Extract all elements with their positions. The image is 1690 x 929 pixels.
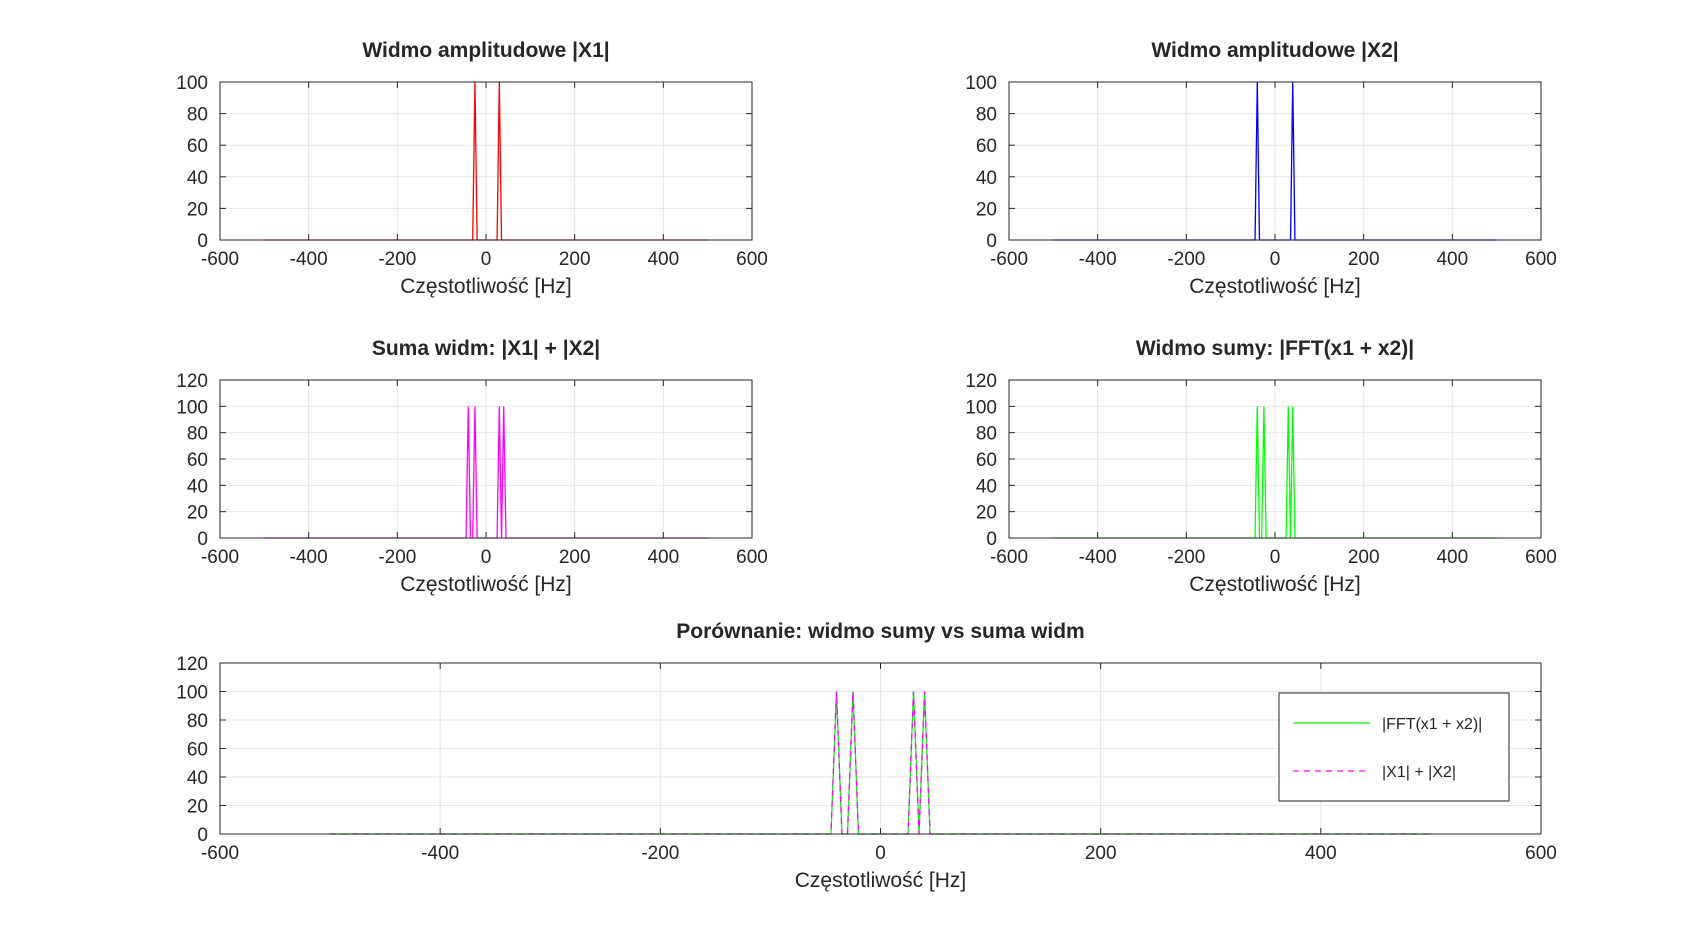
x-tick-label: -600 — [201, 249, 239, 270]
y-tick-label: 40 — [976, 168, 997, 189]
legend-label: |FFT(x1 + x2)| — [1382, 716, 1482, 733]
y-tick-label: 60 — [187, 136, 208, 157]
chart-panel-2: -600 -400 -200 0 200 400 600 0 20 40 60 80 100 Widmo … — [965, 39, 1557, 298]
x-axis-label: Częstotliwość [Hz] — [400, 573, 572, 596]
x-tick-label: 400 — [1436, 249, 1468, 270]
x-tick-label: 0 — [481, 547, 492, 568]
y-tick-label: 20 — [187, 797, 208, 818]
x-tick-label: -200 — [1167, 547, 1205, 568]
x-tick-label: 400 — [647, 249, 679, 270]
y-tick-label: 40 — [187, 768, 208, 789]
x-tick-label: 200 — [1348, 547, 1380, 568]
y-tick-label: 20 — [187, 199, 208, 220]
y-tick-label: 60 — [187, 450, 208, 471]
y-tick-label: 60 — [976, 136, 997, 157]
y-tick-label: 40 — [187, 168, 208, 189]
y-tick-label: 100 — [965, 73, 997, 94]
y-tick-label: 80 — [187, 711, 208, 732]
y-tick-label: 20 — [976, 503, 997, 524]
x-tick-label: 400 — [647, 547, 679, 568]
x-axis-label: Częstotliwość [Hz] — [400, 275, 572, 298]
x-tick-label: -200 — [641, 843, 679, 864]
chart-title: Widmo amplitudowe |X1| — [362, 39, 609, 62]
x-tick-label: -200 — [1167, 249, 1205, 270]
y-tick-label: 20 — [187, 503, 208, 524]
x-tick-label: 600 — [1525, 547, 1557, 568]
y-tick-label: 0 — [197, 529, 208, 550]
x-tick-label: -600 — [201, 547, 239, 568]
x-axis-label: Częstotliwość [Hz] — [1189, 573, 1361, 596]
legend-box — [1278, 692, 1510, 802]
x-tick-label: -400 — [1079, 249, 1117, 270]
y-tick-label: 100 — [176, 683, 208, 704]
chart-panel-1: -600 -400 -200 0 200 400 600 0 20 40 60 80 100 Widmo … — [176, 39, 768, 298]
chart-title: Widmo sumy: |FFT(x1 + x2)| — [1136, 337, 1414, 360]
chart-panel-4: -600 -400 -200 0 200 400 600 0 20 40 60 80 100 120 Wid… — [965, 337, 1557, 596]
chart-panel-5: -600 -400 -200 0 200 400 600 0 20 40 60 80 100 120 Por… — [176, 620, 1557, 892]
y-tick-label: 100 — [176, 73, 208, 94]
x-tick-label: 0 — [875, 843, 886, 864]
y-tick-label: 40 — [187, 476, 208, 497]
x-tick-label: -400 — [290, 547, 328, 568]
x-tick-label: 400 — [1436, 547, 1468, 568]
x-tick-label: 600 — [1525, 843, 1557, 864]
x-tick-label: -400 — [290, 249, 328, 270]
y-tick-label: 80 — [976, 424, 997, 445]
chart-title: Widmo amplitudowe |X2| — [1151, 39, 1398, 62]
x-tick-label: -600 — [201, 843, 239, 864]
y-tick-label: 120 — [176, 654, 208, 675]
x-tick-label: 200 — [1348, 249, 1380, 270]
chart-title: Suma widm: |X1| + |X2| — [372, 337, 600, 360]
x-tick-label: -400 — [1079, 547, 1117, 568]
y-tick-label: 80 — [187, 105, 208, 126]
y-tick-label: 0 — [197, 231, 208, 252]
y-tick-label: 0 — [986, 231, 997, 252]
chart-title: Porównanie: widmo sumy vs suma widm — [676, 620, 1084, 643]
x-tick-label: 600 — [736, 249, 768, 270]
y-tick-label: 0 — [197, 825, 208, 846]
x-tick-label: 200 — [1085, 843, 1117, 864]
y-tick-label: 60 — [187, 740, 208, 761]
x-tick-label: 400 — [1305, 843, 1337, 864]
x-tick-label: 0 — [481, 249, 492, 270]
y-tick-label: 80 — [187, 424, 208, 445]
x-tick-label: 600 — [736, 547, 768, 568]
y-tick-label: 100 — [965, 397, 997, 418]
x-tick-label: 200 — [559, 547, 591, 568]
y-tick-label: 120 — [965, 371, 997, 392]
chart-panel-3: -600 -400 -200 0 200 400 600 0 20 40 60 80 100 120 Sum… — [176, 337, 768, 596]
x-axis-label: Częstotliwość [Hz] — [795, 869, 967, 892]
x-tick-label: 200 — [559, 249, 591, 270]
x-tick-label: -400 — [421, 843, 459, 864]
x-tick-label: -200 — [378, 249, 416, 270]
x-tick-label: 600 — [1525, 249, 1557, 270]
y-tick-label: 100 — [176, 397, 208, 418]
legend-label: |X1| + |X2| — [1382, 764, 1456, 781]
x-tick-label: -200 — [378, 547, 416, 568]
y-tick-label: 40 — [976, 476, 997, 497]
legend: |FFT(x1 + x2)| |X1| + |X2| — [1278, 692, 1510, 802]
y-tick-label: 120 — [176, 371, 208, 392]
y-tick-label: 20 — [976, 199, 997, 220]
x-axis-label: Częstotliwość [Hz] — [1189, 275, 1361, 298]
y-tick-label: 60 — [976, 450, 997, 471]
x-tick-label: 0 — [1270, 547, 1281, 568]
y-tick-label: 0 — [986, 529, 997, 550]
y-tick-label: 80 — [976, 105, 997, 126]
x-tick-label: 0 — [1270, 249, 1281, 270]
x-tick-label: -600 — [990, 249, 1028, 270]
series-line-2 — [330, 691, 1431, 835]
x-tick-label: -600 — [990, 547, 1028, 568]
